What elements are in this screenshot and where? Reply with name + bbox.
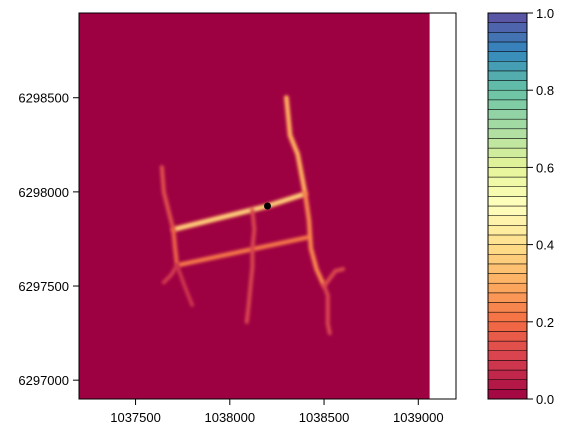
colorbar-bin	[488, 148, 527, 158]
colorbar-bin	[488, 13, 527, 23]
colorbar-bin	[488, 119, 527, 129]
colorbar-bin	[488, 71, 527, 81]
x-axis: 1037500 1038000 1038500 1039000	[110, 399, 443, 425]
colorbar-bin	[488, 254, 527, 264]
colorbar-bin	[488, 52, 527, 62]
colorbar-bin	[488, 138, 527, 148]
colorbar-bin	[488, 283, 527, 293]
y-tick-label: 6297000	[18, 373, 69, 388]
colorbar-bin	[488, 110, 527, 120]
x-tick-label: 1038000	[204, 410, 255, 425]
colorbar-tick-label: 0.2	[536, 315, 554, 330]
colorbar-bin	[488, 81, 527, 91]
location-point	[264, 203, 271, 210]
colorbar-bin	[488, 23, 527, 33]
colorbar-bin	[488, 380, 527, 390]
colorbar-bin	[488, 90, 527, 100]
colorbar-axis: 0.0 0.2 0.4 0.6 0.8 1.0	[527, 6, 554, 407]
colorbar-bin	[488, 177, 527, 187]
colorbar-bin	[488, 322, 527, 332]
colorbar-bin	[488, 312, 527, 322]
colorbar-bin	[488, 235, 527, 245]
colorbar-bin	[488, 360, 527, 370]
colorbar-tick-label: 0.0	[536, 392, 554, 407]
colorbar-bin	[488, 331, 527, 341]
x-tick-label: 1039000	[393, 410, 444, 425]
colorbar-bin	[488, 100, 527, 110]
colorbar-bin	[488, 206, 527, 216]
colorbar-bin	[488, 129, 527, 139]
colorbar-tick-label: 0.8	[536, 83, 554, 98]
colorbar-bin	[488, 370, 527, 380]
colorbar-bin	[488, 293, 527, 303]
colorbar-bin	[488, 245, 527, 255]
y-tick-label: 6298500	[18, 91, 69, 106]
colorbar-bin	[488, 225, 527, 235]
y-axis: 6297000 6297500 6298000 6298500	[18, 91, 79, 388]
colorbar-bin	[488, 274, 527, 284]
colorbar-bin	[488, 303, 527, 313]
colorbar-tick-label: 0.4	[536, 238, 554, 253]
colorbar-bin	[488, 351, 527, 361]
colorbar	[488, 13, 527, 399]
colorbar-bin	[488, 61, 527, 71]
colorbar-bin	[488, 158, 527, 168]
colorbar-tick-label: 1.0	[536, 6, 554, 21]
colorbar-bin	[488, 196, 527, 206]
y-tick-label: 6298000	[18, 185, 69, 200]
colorbar-bin	[488, 42, 527, 52]
colorbar-bin	[488, 216, 527, 226]
colorbar-tick-label: 0.6	[536, 160, 554, 175]
colorbar-bin	[488, 389, 527, 399]
colorbar-bin	[488, 341, 527, 351]
colorbar-bin	[488, 187, 527, 197]
x-tick-label: 1037500	[110, 410, 161, 425]
colorbar-bin	[488, 167, 527, 177]
y-tick-label: 6297500	[18, 279, 69, 294]
x-tick-label: 1038500	[299, 410, 350, 425]
colorbar-bin	[488, 32, 527, 42]
colorbar-bin	[488, 264, 527, 274]
